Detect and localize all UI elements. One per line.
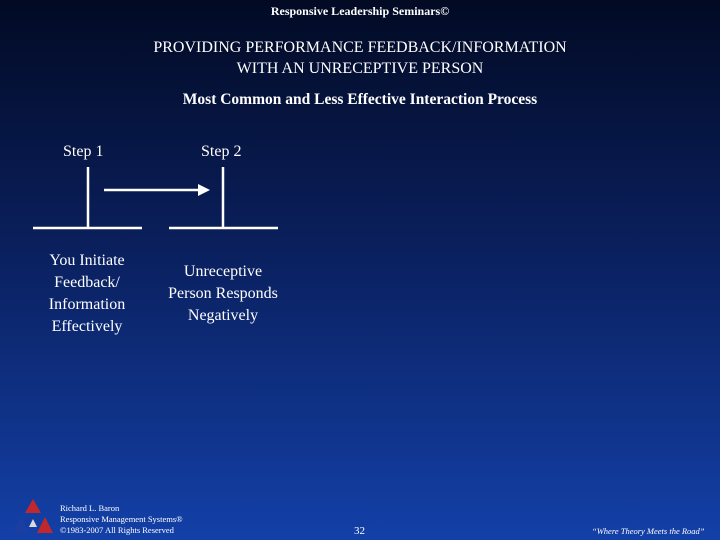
triangle-logo-icon <box>13 499 53 533</box>
footer-tagline: “Where Theory Meets the Road” <box>592 526 705 536</box>
footer-author-line: Responsive Management Systems® <box>60 514 183 524</box>
step-2-desc-line: Person Responds <box>168 285 278 302</box>
step-2-label: Step 2 <box>201 143 242 160</box>
page-subtitle: Most Common and Less Effective Interacti… <box>182 91 538 108</box>
step-2-marker <box>169 167 278 230</box>
step-1-desc-line: Feedback/ <box>54 274 120 291</box>
step-2-description: Unreceptive Person Responds Negatively <box>148 261 298 327</box>
step-1-marker <box>33 167 142 230</box>
footer-author-line: Richard L. Baron <box>60 503 120 513</box>
footer-author-line: ©1983-2007 All Rights Reserved <box>60 525 174 535</box>
step-1-desc-line: Information <box>48 296 126 313</box>
step-1-desc-line: You Initiate <box>49 252 125 269</box>
step-2-desc-line: Negatively <box>187 307 259 324</box>
seminar-header: Responsive Leadership Seminars© <box>270 4 450 18</box>
step-1-description: You Initiate Feedback/ Information Effec… <box>12 250 162 338</box>
page-title-line-1: PROVIDING PERFORMANCE FEEDBACK/INFORMATI… <box>153 39 567 56</box>
step-1-desc-line: Effectively <box>51 318 123 335</box>
step-2-desc-line: Unreceptive <box>183 263 263 280</box>
arrow-right-icon <box>104 184 210 196</box>
page-title-line-2: WITH AN UNRECEPTIVE PERSON <box>236 60 484 77</box>
page-title: PROVIDING PERFORMANCE FEEDBACK/INFORMATI… <box>0 37 720 79</box>
page-number: 32 <box>354 525 365 537</box>
footer-author: Richard L. Baron Responsive Management S… <box>60 503 183 536</box>
step-1-label: Step 1 <box>63 143 104 160</box>
